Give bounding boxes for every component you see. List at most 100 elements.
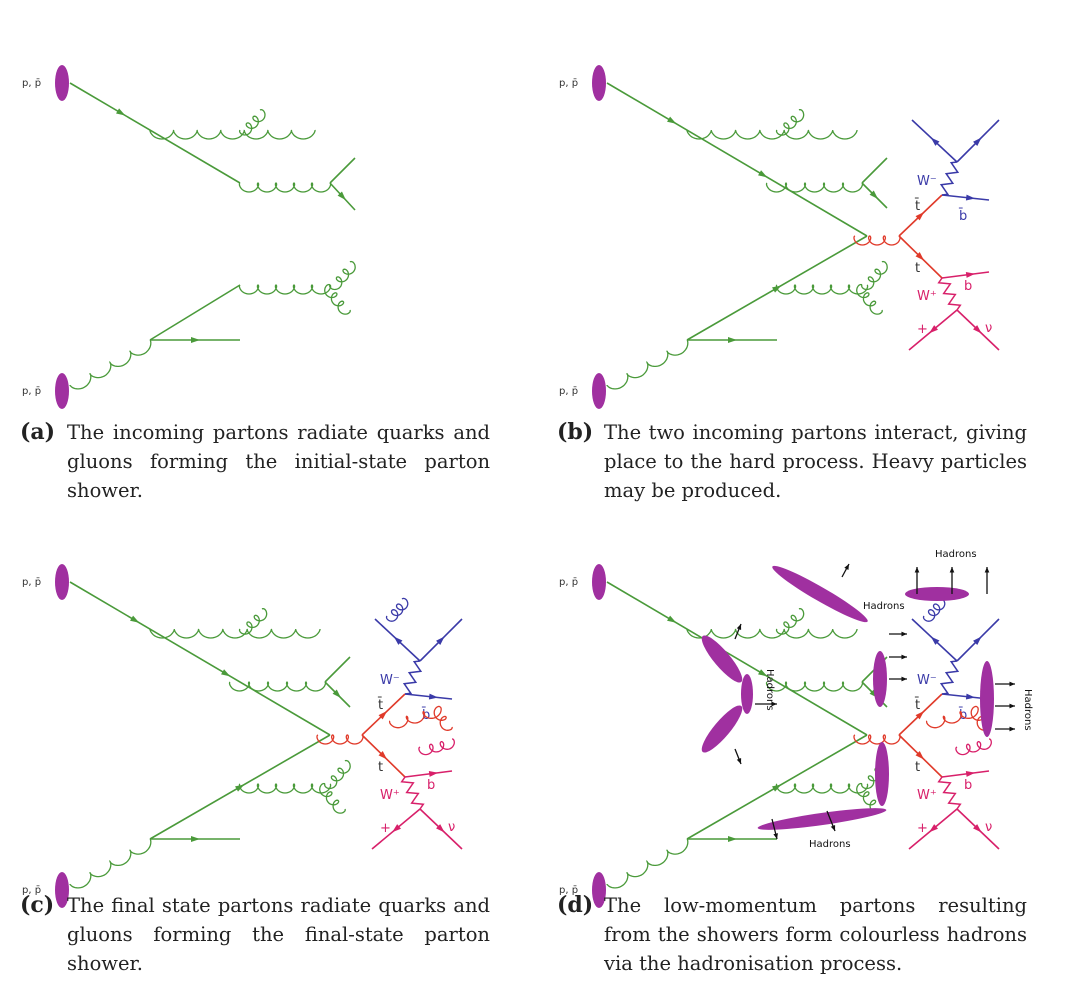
arrowhead (771, 701, 777, 707)
neutrino-label: ν (448, 820, 455, 835)
caption-b: (b) The two incoming partons interact, g… (557, 418, 1027, 505)
arrowhead (844, 564, 849, 570)
t-label: t (915, 760, 920, 775)
beam-label: p, p̄ (22, 386, 41, 397)
caption-a: (a) The incoming partons radiate quarks … (20, 418, 490, 505)
arrowhead (727, 836, 737, 842)
hard-process: t̄ t W⁻ b̄ W⁺ b + ν (853, 119, 1000, 351)
bbar-line (404, 693, 453, 700)
diagram-a: p, p̄ p, p̄ (22, 65, 356, 409)
isr-gluon (149, 129, 316, 140)
w-plus (400, 776, 425, 810)
w-plus-label: W⁺ (917, 788, 937, 803)
arrowhead (736, 758, 742, 764)
beam-bottom (592, 373, 606, 409)
isr-gluon (228, 681, 327, 692)
arrowhead (984, 567, 990, 573)
isr-gluon (686, 129, 858, 140)
arrowhead (930, 636, 940, 645)
caption-c: (c) The final state partons radiate quar… (20, 891, 490, 978)
arrowhead (901, 654, 907, 660)
quark-line (861, 157, 888, 184)
w-plus (937, 277, 962, 311)
beam-label: p, p̄ (559, 386, 578, 397)
lepton-label: + (380, 821, 391, 836)
arrowhead (392, 824, 401, 833)
panel-b: p, p̄ p, p̄ t̄ t W⁻ b̄ W⁺ b + ν (b) The two inco… (537, 0, 1074, 502)
w-minus (939, 161, 960, 196)
arrowhead (130, 615, 140, 623)
hadrons-label: Hadrons (809, 839, 851, 850)
hadron-blob (701, 635, 743, 683)
arrowhead (428, 770, 439, 777)
arrowhead (1009, 681, 1015, 687)
gluon-curl (329, 260, 356, 291)
hadrons-label: Hadrons (863, 601, 905, 612)
panel-a: p, p̄ p, p̄ (a) The incoming partons radi… (0, 0, 537, 502)
beam-label: p, p̄ (559, 78, 578, 89)
beam-top (592, 65, 606, 101)
lepton-label: + (917, 322, 928, 337)
bbar-label: b̄ (958, 708, 967, 723)
fsr-gluon (922, 597, 946, 622)
arrowhead (973, 137, 982, 146)
lepton-label: + (917, 821, 928, 836)
parton-line (606, 581, 868, 736)
w-minus-label: W⁻ (917, 174, 937, 189)
initial-state-shower: p, p̄ p, p̄ (559, 65, 888, 409)
arrowhead (930, 137, 940, 146)
arrowhead (915, 711, 925, 720)
arrowhead (428, 693, 439, 700)
arrowhead (667, 116, 677, 124)
fsr-gluon (388, 706, 442, 729)
arrowhead (332, 689, 342, 699)
arrowhead (1009, 726, 1015, 732)
w-plus-label: W⁺ (380, 788, 400, 803)
beam-top (55, 564, 69, 600)
hard-process: t̄ t W⁻ b̄ W⁺ b + ν (853, 618, 1000, 850)
hadron-blob (873, 651, 887, 707)
arrowhead (727, 337, 737, 343)
hadrons-label: Hadrons (764, 669, 775, 711)
w-minus-label: W⁻ (380, 673, 400, 688)
arrowhead (965, 271, 976, 278)
hadronisation: Hadrons Hadrons Hadrons Hadrons Hadrons (701, 549, 1033, 850)
b-line (941, 770, 990, 778)
diagram-b: p, p̄ p, p̄ t̄ t W⁻ b̄ W⁺ b + ν (559, 65, 1000, 409)
gluon-curl (775, 109, 805, 136)
arrowhead (949, 567, 955, 573)
beam-top (55, 65, 69, 101)
gluon-curl (324, 759, 351, 790)
b-line (404, 770, 453, 778)
arrowhead (973, 325, 982, 334)
final-state-shower (385, 597, 455, 756)
fsr-gluon (955, 738, 992, 756)
arrowhead (901, 631, 907, 637)
arrowhead (973, 824, 982, 833)
arrowhead (929, 325, 938, 334)
gluon-curl (324, 283, 351, 315)
arrowhead (116, 108, 126, 116)
panel-c: p, p̄ p, p̄ t̄ t W⁻ b̄ W⁺ b + ν (c) The final st… (0, 499, 537, 998)
arrowhead (667, 615, 677, 623)
fsr-gluon (385, 597, 409, 622)
bbar-label: b̄ (958, 209, 967, 224)
isr-gluon (765, 681, 864, 692)
beam-bottom (55, 373, 69, 409)
arrowhead (436, 636, 445, 645)
arrowhead (378, 751, 388, 760)
arrowhead (915, 751, 925, 760)
hard-gluon (853, 734, 901, 745)
isr-gluon (238, 783, 332, 794)
t-label: t (915, 261, 920, 276)
arrowhead (869, 190, 879, 200)
isr-gluon (765, 182, 864, 193)
quark-line (324, 656, 351, 683)
isr-gluon (69, 339, 152, 390)
hard-gluon (316, 734, 364, 745)
arrowhead (190, 836, 200, 842)
hadron-blob (701, 705, 743, 753)
b-label: b (427, 778, 435, 793)
w-minus (402, 660, 423, 695)
tbar-label: t̄ (914, 199, 920, 214)
